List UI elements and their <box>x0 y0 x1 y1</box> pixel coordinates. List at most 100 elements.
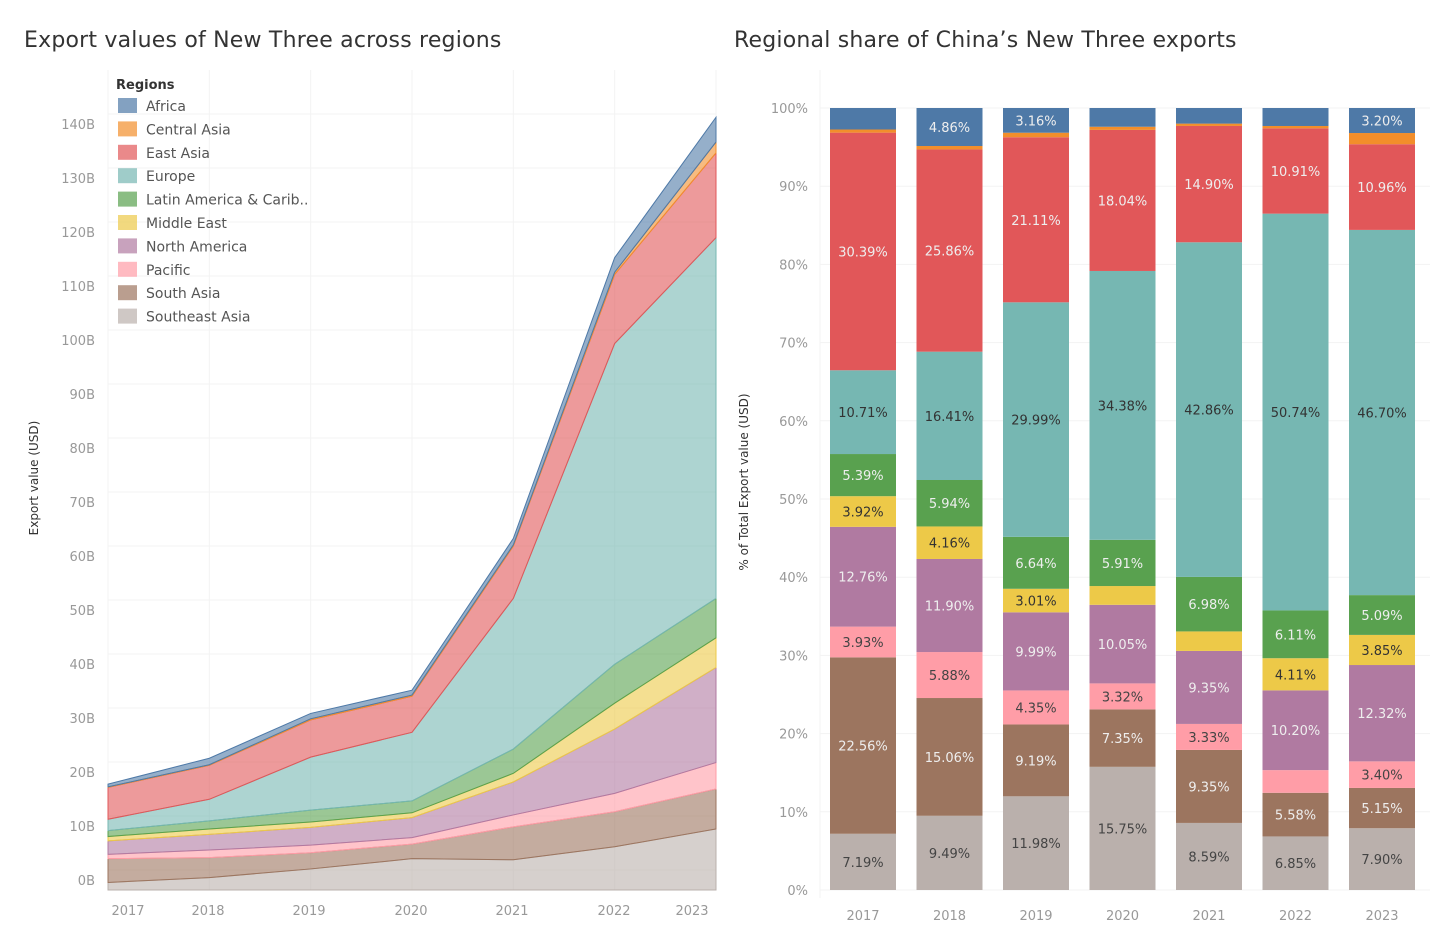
bar-segment-middle-east[interactable] <box>916 526 983 559</box>
y-tick-label: 60B <box>70 550 95 565</box>
bar-segment-europe[interactable] <box>1176 242 1242 577</box>
bar-segment-europe[interactable] <box>1003 302 1069 537</box>
bar-segment-pacific[interactable] <box>1176 723 1242 750</box>
bar-segment-south-asia[interactable] <box>1089 709 1156 767</box>
bar-segment-europe[interactable] <box>830 370 896 455</box>
segment-label: 12.76% <box>838 571 888 586</box>
bar-segment-latin-america-carib-[interactable] <box>1349 595 1415 635</box>
bar-segment-pacific[interactable] <box>1003 690 1069 725</box>
legend-item[interactable]: Europe <box>146 169 195 185</box>
legend-item[interactable]: Pacific <box>146 263 191 279</box>
bar-segment-latin-america-carib-[interactable] <box>1176 576 1242 632</box>
bar-segment-southeast-asia[interactable] <box>1089 766 1156 890</box>
bar-2022: 6.85% 5.58% 10.20% 4.11% 6.11% 50.74% 10.91% <box>1262 108 1329 890</box>
bar-segment-europe[interactable] <box>916 351 983 480</box>
bar-segment-africa[interactable] <box>1349 108 1415 134</box>
bar-segment-central-asia[interactable] <box>1089 126 1156 130</box>
bar-segment-southeast-asia[interactable] <box>1262 836 1329 890</box>
bar-segment-africa[interactable] <box>830 108 896 130</box>
bar-segment-east-asia[interactable] <box>1089 129 1156 271</box>
bar-segment-europe[interactable] <box>1262 213 1329 611</box>
legend-item[interactable]: Latin America & Carib.. <box>146 193 308 209</box>
bar-segment-africa[interactable] <box>1089 108 1156 127</box>
x-tick-label: 2021 <box>1192 909 1225 924</box>
bar-segment-south-asia[interactable] <box>1262 792 1329 837</box>
bar-segment-south-asia[interactable] <box>830 657 896 834</box>
segment-label: 3.01% <box>1015 595 1056 610</box>
bar-segment-southeast-asia[interactable] <box>1176 822 1242 890</box>
bar-segment-africa[interactable] <box>1176 108 1242 124</box>
bar-segment-latin-america-carib-[interactable] <box>830 454 896 497</box>
segment-label: 6.64% <box>1015 557 1056 572</box>
bar-segment-europe[interactable] <box>1349 229 1415 596</box>
bar-segment-middle-east[interactable] <box>1262 658 1329 691</box>
bar-segment-pacific[interactable] <box>1262 770 1329 793</box>
bar-segment-latin-america-carib-[interactable] <box>1262 610 1329 659</box>
x-tick-label: 2023 <box>1365 909 1398 924</box>
segment-label: 10.05% <box>1098 638 1148 653</box>
bar-segment-south-asia[interactable] <box>1003 724 1069 797</box>
bar-segment-europe[interactable] <box>1089 270 1156 540</box>
bar-segment-central-asia[interactable] <box>1176 123 1242 126</box>
legend-item[interactable]: Middle East <box>146 216 227 232</box>
bar-segment-east-asia[interactable] <box>1262 128 1329 214</box>
bar-segment-central-asia[interactable] <box>916 146 983 150</box>
bar-segment-central-asia[interactable] <box>830 129 896 133</box>
bar-segment-pacific[interactable] <box>1089 683 1156 710</box>
bar-segment-pacific[interactable] <box>916 652 983 699</box>
bar-segment-north-america[interactable] <box>830 526 896 627</box>
bar-segment-east-asia[interactable] <box>1349 144 1415 230</box>
segment-label: 5.09% <box>1361 609 1402 624</box>
bar-segment-latin-america-carib-[interactable] <box>1089 539 1156 587</box>
bar-segment-southeast-asia[interactable] <box>830 833 896 890</box>
bar-segment-east-asia[interactable] <box>916 149 983 352</box>
bar-segment-north-america[interactable] <box>1003 612 1069 691</box>
bar-segment-latin-america-carib-[interactable] <box>916 479 983 527</box>
segment-label: 5.88% <box>929 669 970 684</box>
bar-segment-middle-east[interactable] <box>830 496 896 527</box>
bar-segment-southeast-asia[interactable] <box>1349 828 1415 890</box>
bar-segment-north-america[interactable] <box>916 558 983 653</box>
bar-segment-middle-east[interactable] <box>1089 586 1156 605</box>
bar-segment-east-asia[interactable] <box>1176 125 1242 243</box>
bar-segment-latin-america-carib-[interactable] <box>1003 536 1069 589</box>
bar-segment-east-asia[interactable] <box>1003 137 1069 303</box>
legend-item[interactable]: Africa <box>146 99 186 115</box>
bar-segment-middle-east[interactable] <box>1003 588 1069 613</box>
bar-segment-central-asia[interactable] <box>1349 133 1415 145</box>
y-tick-label: 90% <box>779 180 808 195</box>
bar-segment-central-asia[interactable] <box>1262 125 1329 129</box>
bar-segment-north-america[interactable] <box>1089 604 1156 684</box>
legend-item[interactable]: Southeast Asia <box>146 310 250 326</box>
legend-item[interactable]: Central Asia <box>146 122 231 138</box>
bar-segment-south-asia[interactable] <box>916 698 983 816</box>
bar-segment-southeast-asia[interactable] <box>916 815 983 890</box>
bar-segment-north-america[interactable] <box>1262 690 1329 771</box>
bar-segment-middle-east[interactable] <box>1349 634 1415 666</box>
legend-item[interactable]: North America <box>146 239 247 255</box>
segment-label: 5.58% <box>1275 809 1316 824</box>
bar-segment-south-asia[interactable] <box>1176 749 1242 823</box>
y-tick-label: 0% <box>787 884 808 899</box>
bar-segment-north-america[interactable] <box>1349 665 1415 762</box>
legend-swatch <box>118 168 137 184</box>
legend-swatch <box>118 121 137 137</box>
bar-segment-africa[interactable] <box>1003 108 1069 133</box>
bar-segment-north-america[interactable] <box>1176 650 1242 724</box>
bar-segment-southeast-asia[interactable] <box>1003 796 1069 890</box>
y-tick-label: 40% <box>779 571 808 586</box>
bar-segment-pacific[interactable] <box>1349 761 1415 788</box>
segment-label: 3.33% <box>1188 731 1229 746</box>
bar-segment-east-asia[interactable] <box>830 132 896 371</box>
legend-item[interactable]: South Asia <box>146 286 220 302</box>
legend: Regions Africa Central Asia East Asia Europe… <box>116 78 308 326</box>
y-tick-label: 20B <box>70 766 95 781</box>
legend-item[interactable]: East Asia <box>146 146 210 162</box>
bar-segment-south-asia[interactable] <box>1349 787 1415 829</box>
bar-segment-pacific[interactable] <box>830 626 896 658</box>
bar-segment-africa[interactable] <box>1262 108 1329 126</box>
bar-segment-central-asia[interactable] <box>1003 132 1069 138</box>
bar-segment-middle-east[interactable] <box>1176 631 1242 651</box>
bar-segment-africa[interactable] <box>916 108 983 147</box>
